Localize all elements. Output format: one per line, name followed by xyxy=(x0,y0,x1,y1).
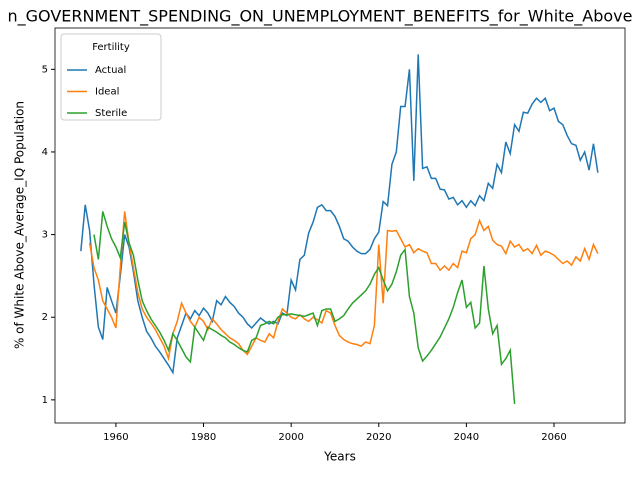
legend-label: Sterile xyxy=(95,108,127,119)
y-tick-label: 4 xyxy=(42,147,48,158)
y-tick-label: 2 xyxy=(42,312,48,323)
chart-title: n_GOVERNMENT_SPENDING_ON_UNEMPLOYMENT_BE… xyxy=(8,7,633,27)
x-axis-label: Years xyxy=(323,450,356,464)
legend-title: Fertility xyxy=(92,42,130,53)
x-tick-label: 1980 xyxy=(191,432,216,443)
legend-box xyxy=(60,33,162,121)
x-tick-label: 2040 xyxy=(454,432,479,443)
y-tick-label: 3 xyxy=(42,230,48,241)
data-line xyxy=(93,211,516,405)
x-tick-label: 2000 xyxy=(278,432,303,443)
x-tick-label: 2060 xyxy=(541,432,566,443)
data-line xyxy=(80,54,599,375)
data-line xyxy=(88,211,599,362)
y-axis-label: % of White Above_Average_IQ Population xyxy=(13,101,27,349)
legend-label: Ideal xyxy=(95,87,119,98)
legend-label: Actual xyxy=(95,65,126,76)
y-tick-label: 5 xyxy=(42,64,48,75)
y-tick-label: 1 xyxy=(42,395,48,406)
plot-frame xyxy=(54,27,626,424)
x-tick-label: 2020 xyxy=(366,432,391,443)
x-tick-label: 1960 xyxy=(103,432,128,443)
